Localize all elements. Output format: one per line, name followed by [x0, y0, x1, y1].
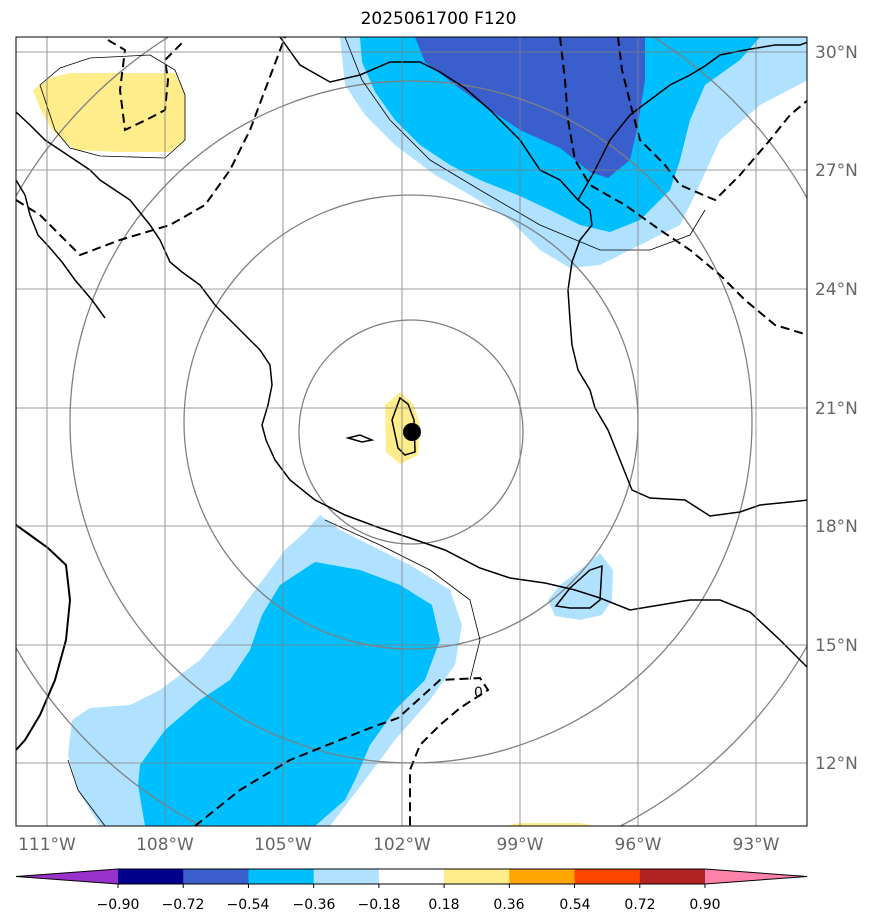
anomaly-fill-southwest	[68, 515, 613, 826]
lat-label: 21°N	[815, 399, 858, 419]
map-title: 2025061700 F120	[360, 9, 517, 29]
colorbar-tick-label: 0.72	[624, 897, 655, 913]
storm-center-marker	[403, 423, 421, 441]
lat-label: 27°N	[815, 161, 858, 181]
colorbar-tick-label: 0.54	[559, 897, 590, 913]
colorbar-tick-label: 0.18	[428, 897, 459, 913]
gridlines	[16, 37, 807, 826]
zero-contour-dashed	[16, 37, 807, 826]
colorbar-extend-min	[16, 869, 118, 884]
lon-label: 102°W	[373, 835, 431, 855]
contour-label: 0	[474, 685, 483, 701]
longitude-axis: 111°W 108°W 105°W 102°W 99°W 96°W 93°W	[18, 835, 780, 855]
contour-lines-thin	[39, 37, 706, 826]
colorbar-tick-label: −0.54	[227, 897, 270, 913]
lon-label: 111°W	[18, 835, 76, 855]
colorbar-segment	[639, 869, 706, 884]
lat-label: 18°N	[815, 517, 858, 537]
colorbar-tick-label: −0.36	[293, 897, 336, 913]
lon-label: 93°W	[733, 835, 780, 855]
lat-label: 30°N	[815, 43, 858, 63]
colorbar-tick-label: −0.18	[358, 897, 401, 913]
coastline	[16, 37, 807, 751]
colorbar-segment	[378, 869, 445, 884]
colorbar-segment	[313, 869, 380, 884]
colorbar-extend-max	[705, 869, 807, 884]
colorbar-segment	[574, 869, 641, 884]
colorbar-segment	[509, 869, 576, 884]
lat-label: 15°N	[815, 636, 858, 656]
latitude-axis: 30°N 27°N 24°N 21°N 18°N 15°N 12°N	[815, 43, 858, 774]
map-frame	[15, 36, 808, 827]
colorbar	[15, 868, 808, 888]
colorbar-tick-label: −0.72	[162, 897, 205, 913]
colorbar-segment	[118, 869, 184, 884]
lat-label: 12°N	[815, 754, 858, 774]
colorbar-segment	[248, 869, 315, 884]
lon-label: 99°W	[497, 835, 544, 855]
colorbar-tick-label: −0.90	[97, 897, 140, 913]
anomaly-fill-positive	[33, 73, 595, 826]
colorbar-ticks: −0.90 −0.72 −0.54 −0.36 −0.18 0.18 0.36 …	[97, 897, 721, 913]
lon-label: 105°W	[254, 835, 312, 855]
colorbar-tick-label: 0.90	[689, 897, 720, 913]
colorbar-segment	[183, 869, 249, 884]
lon-label: 108°W	[136, 835, 194, 855]
lon-label: 96°W	[615, 835, 662, 855]
lat-label: 24°N	[815, 280, 858, 300]
colorbar-segment	[444, 869, 510, 884]
colorbar-tick-label: 0.36	[493, 897, 524, 913]
